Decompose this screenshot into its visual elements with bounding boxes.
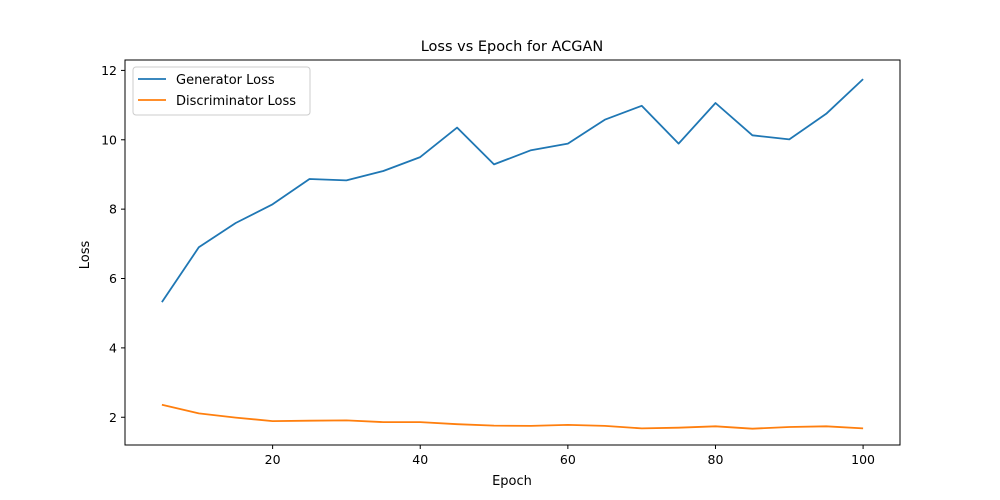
series-lines	[161, 78, 864, 430]
chart-title: Loss vs Epoch for ACGAN	[421, 39, 604, 55]
y-axis-label: Loss	[78, 241, 93, 270]
y-tick-label: 8	[109, 202, 117, 217]
axis-ticks: 20 40 60 80 100 2 4 6 8 10 12	[101, 63, 875, 467]
x-tick-label: 60	[560, 452, 576, 467]
y-tick-label: 10	[101, 132, 117, 147]
legend-label-generator: Generator Loss	[176, 73, 275, 88]
legend-label-discriminator: Discriminator Loss	[176, 94, 296, 109]
plot-frame	[124, 59, 901, 446]
y-tick-label: 2	[109, 410, 117, 425]
legend: Generator Loss Discriminator Loss	[132, 66, 311, 116]
x-tick-label: 80	[708, 452, 724, 467]
series-line-discriminator-loss	[161, 403, 864, 430]
legend-box	[132, 66, 311, 116]
y-tick-label: 12	[101, 63, 117, 78]
x-axis-label: Epoch	[492, 474, 532, 489]
y-tick-label: 6	[109, 271, 117, 286]
y-tick-label: 4	[109, 340, 117, 355]
series-line-generator-loss	[161, 78, 864, 303]
x-tick-label: 100	[851, 452, 875, 467]
x-tick-label: 20	[265, 452, 281, 467]
x-tick-label: 40	[412, 452, 428, 467]
